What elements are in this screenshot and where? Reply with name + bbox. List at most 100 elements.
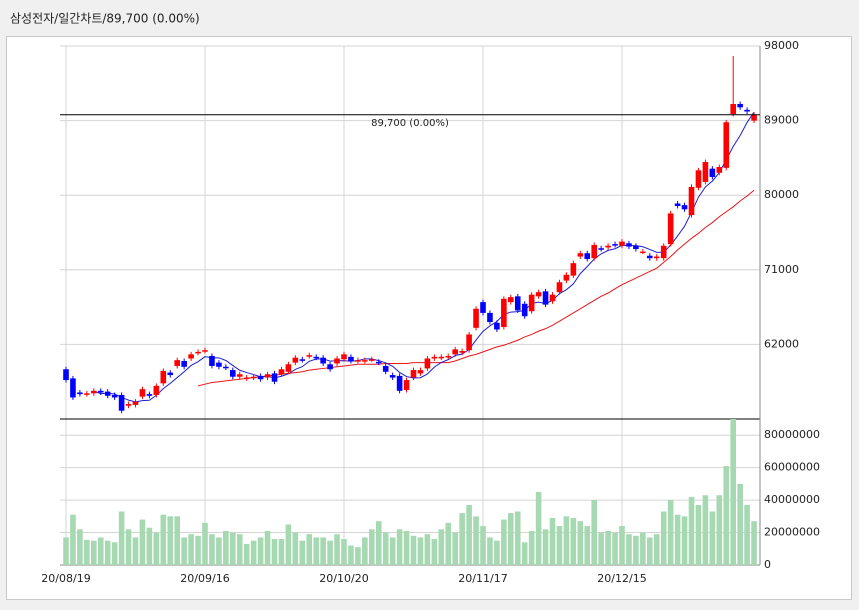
- candle-body: [695, 170, 702, 188]
- candle-body: [341, 354, 347, 360]
- candle-body: [619, 241, 625, 246]
- volume-bar: [751, 521, 757, 565]
- volume-bar: [77, 529, 83, 565]
- volume-bar: [417, 537, 424, 565]
- candle-body: [230, 370, 236, 377]
- volume-bar: [160, 514, 167, 565]
- candle-body: [577, 253, 584, 257]
- y2-tick-label: 0: [764, 558, 771, 571]
- candle-body: [292, 357, 299, 363]
- x-tick-label: 20/09/16: [180, 572, 229, 585]
- volume-bar: [271, 539, 278, 565]
- candle-body: [424, 358, 431, 369]
- chart-frame: [6, 36, 852, 600]
- candle-body: [202, 350, 208, 352]
- y-tick-label: 89000: [764, 114, 799, 127]
- candle-body: [570, 263, 577, 276]
- candle-body: [591, 244, 597, 259]
- volume-bar: [487, 537, 493, 565]
- volume-bar: [167, 516, 174, 565]
- candle-body: [396, 375, 403, 391]
- volume-bar: [494, 540, 500, 565]
- candle-body: [653, 256, 660, 259]
- volume-bar: [438, 529, 445, 565]
- volume-bar: [320, 537, 326, 565]
- volume-bar: [223, 530, 229, 565]
- volume-bar: [473, 516, 479, 565]
- volume-bar: [521, 542, 528, 565]
- volume-bar: [202, 522, 208, 565]
- candle-body: [528, 294, 535, 312]
- candle-body: [382, 365, 389, 372]
- candle-body: [91, 390, 97, 394]
- volume-bar: [410, 535, 417, 565]
- volume-bar: [230, 532, 236, 565]
- y-tick-label: 80000: [764, 188, 799, 201]
- candle-body: [250, 376, 257, 379]
- volume-bar: [264, 530, 271, 565]
- volume-bar: [653, 534, 660, 565]
- candle-body: [97, 390, 104, 393]
- volume-bar: [667, 500, 674, 565]
- volume-bar: [403, 530, 410, 565]
- volume-bar: [195, 535, 201, 565]
- candle-body: [403, 380, 410, 390]
- candle-body: [716, 167, 723, 173]
- volume-bar: [501, 519, 507, 565]
- candle-body: [751, 114, 757, 121]
- volume-bar: [243, 543, 250, 565]
- x-tick-label: 20/08/19: [41, 572, 90, 585]
- volume-bar: [236, 534, 243, 565]
- y2-tick-label: 80000000: [764, 428, 820, 441]
- candle-body: [674, 203, 681, 206]
- volume-bar: [466, 504, 472, 565]
- volume-bar: [681, 516, 688, 565]
- candle-body: [737, 104, 743, 108]
- volume-bar: [549, 517, 556, 565]
- candle-body: [223, 366, 229, 369]
- candle-body: [153, 385, 160, 395]
- candle-body: [160, 370, 167, 384]
- volume-bar: [647, 537, 653, 565]
- volume-bar: [431, 539, 438, 565]
- candle-body: [146, 394, 153, 396]
- volume-bar: [181, 537, 187, 565]
- y-tick-label: 71000: [764, 263, 799, 276]
- candle-body: [362, 360, 368, 362]
- x-tick-label: 20/12/15: [597, 572, 646, 585]
- candle-body: [501, 298, 507, 327]
- candle-body: [410, 370, 417, 378]
- volume-bar: [91, 540, 97, 565]
- volume-bar: [459, 513, 465, 565]
- x-tick-label: 20/10/20: [319, 572, 368, 585]
- volume-bar: [535, 492, 542, 565]
- volume-bar: [369, 529, 375, 565]
- candle-body: [125, 404, 132, 406]
- volume-bar: [730, 419, 736, 565]
- volume-bar: [709, 511, 716, 565]
- volume-bar: [688, 496, 695, 565]
- volume-bar: [306, 534, 313, 565]
- candle-body: [535, 292, 542, 297]
- candle-body: [633, 245, 639, 250]
- volume-bar: [452, 532, 458, 565]
- candle-body: [688, 186, 695, 216]
- candle-body: [348, 356, 354, 361]
- candle-body: [181, 360, 187, 367]
- volume-bar: [63, 537, 69, 565]
- candle-body: [598, 248, 604, 250]
- candle-body: [111, 394, 118, 398]
- ma5-line: [93, 111, 755, 403]
- candle-body: [473, 308, 479, 328]
- volume-bar: [591, 500, 597, 565]
- candle-body: [334, 358, 340, 364]
- candle-body: [521, 303, 528, 317]
- candle-body: [389, 375, 396, 378]
- volume-bar: [285, 524, 292, 565]
- candle-body: [63, 369, 69, 381]
- candle-body: [563, 274, 570, 281]
- volume-bar: [382, 532, 389, 565]
- candle-body: [487, 312, 493, 323]
- candle-body: [355, 360, 361, 362]
